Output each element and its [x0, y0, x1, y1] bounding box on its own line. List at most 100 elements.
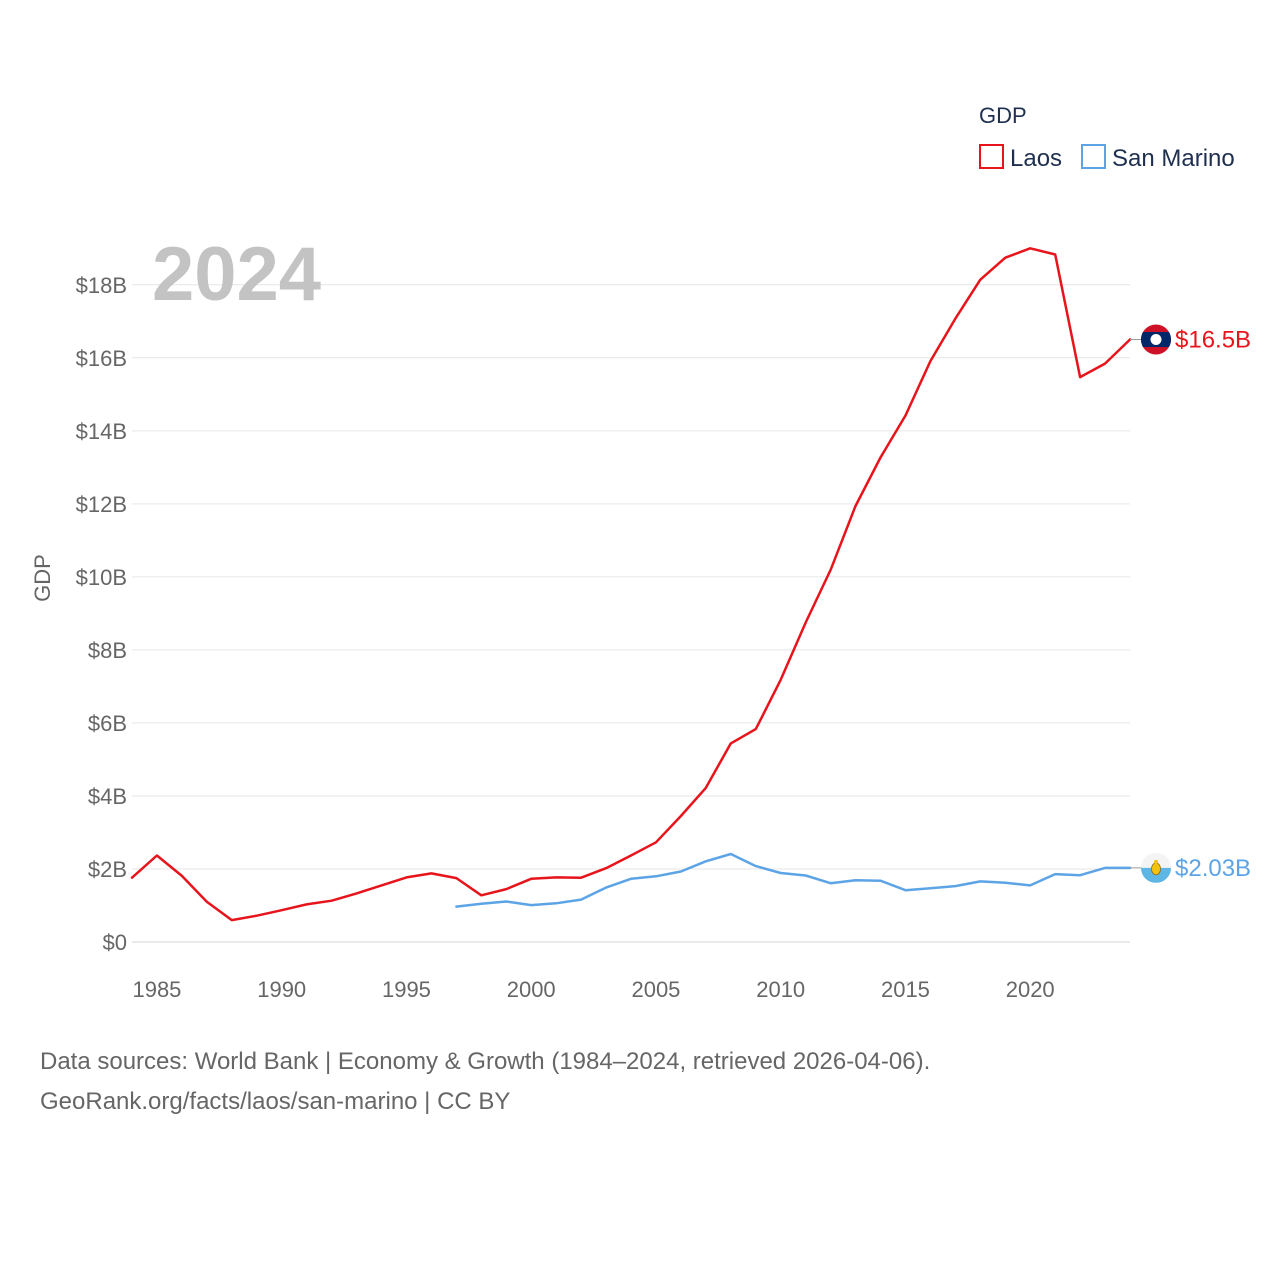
data-point-laos[interactable]	[204, 899, 210, 905]
data-point-laos[interactable]	[853, 503, 859, 509]
y-tick-label: $18B	[76, 273, 127, 298]
end-label-san-marino: $2.03B	[1175, 855, 1251, 882]
data-point-san-marino[interactable]	[703, 858, 709, 864]
y-axis-ticks: $0 $2B $4B $6B $8B $10B $12B $14B $16B $18B	[76, 273, 127, 955]
data-point-laos[interactable]	[503, 886, 509, 892]
data-point-laos[interactable]	[254, 913, 260, 919]
data-point-laos[interactable]	[329, 898, 335, 904]
data-point-san-marino[interactable]	[528, 902, 534, 908]
legend-label-laos[interactable]: Laos	[1010, 145, 1062, 172]
data-point-laos[interactable]	[553, 874, 559, 880]
data-point-laos[interactable]	[304, 901, 310, 907]
data-point-san-marino[interactable]	[878, 878, 884, 884]
data-point-laos[interactable]	[753, 726, 759, 732]
data-point-laos[interactable]	[403, 874, 409, 880]
data-point-san-marino[interactable]	[553, 900, 559, 906]
data-point-san-marino[interactable]	[1052, 871, 1058, 877]
data-point-laos[interactable]	[1027, 245, 1033, 251]
y-tick-label: $4B	[88, 784, 127, 809]
x-tick-label: 1990	[257, 977, 306, 1002]
data-point-laos[interactable]	[628, 852, 634, 858]
data-point-laos[interactable]	[279, 907, 285, 913]
y-tick-label: $14B	[76, 419, 127, 444]
data-point-san-marino[interactable]	[1102, 865, 1108, 871]
data-point-san-marino[interactable]	[853, 877, 859, 883]
data-point-san-marino[interactable]	[478, 901, 484, 907]
x-tick-label: 2015	[881, 977, 930, 1002]
data-point-laos[interactable]	[428, 870, 434, 876]
data-point-laos[interactable]	[803, 620, 809, 626]
data-point-san-marino[interactable]	[603, 885, 609, 891]
footer-line-2[interactable]: GeoRank.org/facts/laos/san-marino | CC B…	[40, 1088, 511, 1115]
y-tick-label: $6B	[88, 711, 127, 736]
legend: GDP Laos San Marino	[979, 103, 1235, 172]
data-point-laos[interactable]	[653, 839, 659, 845]
data-point-san-marino[interactable]	[927, 885, 933, 891]
data-point-laos[interactable]	[1052, 251, 1058, 257]
data-point-san-marino[interactable]	[628, 876, 634, 882]
data-point-laos[interactable]	[927, 358, 933, 364]
data-point-san-marino[interactable]	[728, 851, 734, 857]
year-watermark: 2024	[152, 232, 321, 317]
data-point-laos[interactable]	[528, 876, 534, 882]
data-point-laos[interactable]	[778, 677, 784, 683]
y-axis-title: GDP	[30, 554, 55, 602]
data-point-laos[interactable]	[1002, 255, 1008, 261]
data-point-laos[interactable]	[728, 740, 734, 746]
data-point-laos[interactable]	[878, 454, 884, 460]
legend-swatch-san-marino[interactable]	[1081, 144, 1106, 169]
san-marino-flag-icon	[1141, 852, 1171, 883]
footer-source: Data sources: World Bank | Economy & Gro…	[40, 1042, 930, 1122]
data-point-san-marino[interactable]	[653, 873, 659, 879]
x-tick-label: 1995	[382, 977, 431, 1002]
data-point-laos[interactable]	[678, 813, 684, 819]
legend-title: GDP	[979, 103, 1027, 128]
end-label-laos: $16.5B	[1175, 327, 1251, 354]
data-point-laos[interactable]	[179, 873, 185, 879]
data-point-san-marino[interactable]	[803, 873, 809, 879]
data-point-laos[interactable]	[603, 865, 609, 871]
data-point-laos[interactable]	[478, 892, 484, 898]
data-point-laos[interactable]	[229, 917, 235, 923]
data-point-laos[interactable]	[828, 567, 834, 573]
data-point-san-marino[interactable]	[1027, 882, 1033, 888]
x-tick-label: 2005	[631, 977, 680, 1002]
x-tick-label: 1985	[132, 977, 181, 1002]
data-point-san-marino[interactable]	[678, 869, 684, 875]
data-point-san-marino[interactable]	[1077, 872, 1083, 878]
series-line-san-marino[interactable]	[455, 852, 1132, 908]
legend-swatch-laos[interactable]	[979, 144, 1004, 169]
y-tick-label: $8B	[88, 638, 127, 663]
data-point-san-marino[interactable]	[828, 880, 834, 886]
data-point-laos[interactable]	[578, 875, 584, 881]
x-axis-ticks: 1985 1990 1995 2000 2005 2010 2015 2020	[132, 977, 1054, 1002]
y-tick-label: $0	[103, 930, 127, 955]
x-tick-label: 2020	[1006, 977, 1055, 1002]
data-point-laos[interactable]	[977, 277, 983, 283]
data-point-laos[interactable]	[129, 875, 135, 881]
data-point-san-marino[interactable]	[453, 904, 459, 910]
x-tick-label: 2010	[756, 977, 805, 1002]
data-point-san-marino[interactable]	[578, 897, 584, 903]
data-point-laos[interactable]	[354, 890, 360, 896]
data-point-laos[interactable]	[154, 852, 160, 858]
data-point-san-marino[interactable]	[778, 870, 784, 876]
data-point-laos[interactable]	[902, 412, 908, 418]
data-point-laos[interactable]	[379, 882, 385, 888]
data-point-laos[interactable]	[952, 316, 958, 322]
data-point-san-marino[interactable]	[503, 898, 509, 904]
data-point-san-marino[interactable]	[1002, 880, 1008, 886]
y-tick-label: $16B	[76, 346, 127, 371]
data-point-laos[interactable]	[1102, 361, 1108, 367]
series-lines	[129, 245, 1132, 923]
data-point-san-marino[interactable]	[753, 863, 759, 869]
legend-label-san-marino[interactable]: San Marino	[1112, 145, 1235, 172]
data-point-laos[interactable]	[453, 875, 459, 881]
data-point-san-marino[interactable]	[952, 883, 958, 889]
data-point-laos[interactable]	[1077, 374, 1083, 380]
laos-flag-icon	[1141, 324, 1171, 355]
series-line-laos[interactable]	[130, 247, 1132, 922]
data-point-laos[interactable]	[703, 785, 709, 791]
data-point-san-marino[interactable]	[977, 878, 983, 884]
data-point-san-marino[interactable]	[902, 887, 908, 893]
